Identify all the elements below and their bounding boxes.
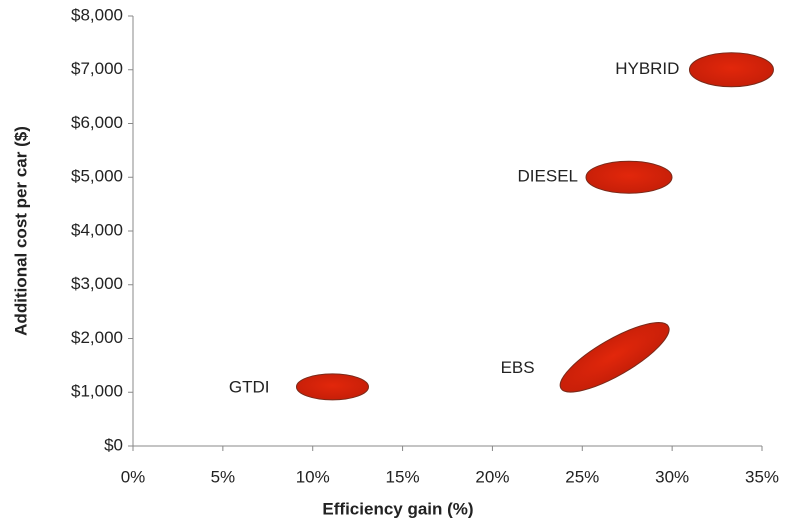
point: [295, 373, 369, 401]
y-tick-label: $3,000: [71, 274, 123, 293]
x-tick-label: 25%: [565, 467, 599, 486]
point: [559, 322, 670, 393]
point-label: GTDI: [229, 377, 270, 396]
point-label: DIESEL: [518, 167, 578, 186]
y-axis-title: Additional cost per car ($): [11, 126, 30, 336]
x-tick-label: 20%: [475, 467, 509, 486]
x-tick-label: 35%: [745, 467, 779, 486]
point: [688, 52, 774, 88]
y-tick-label: $7,000: [71, 59, 123, 78]
y-tick-label: $0: [104, 435, 123, 454]
x-tick-label: 5%: [211, 467, 236, 486]
y-tick-label: $1,000: [71, 382, 123, 401]
x-tick-label: 15%: [386, 467, 420, 486]
x-axis-title: Efficiency gain (%): [322, 499, 473, 518]
point-label: EBS: [501, 358, 535, 377]
y-tick-label: $4,000: [71, 220, 123, 239]
point: [585, 160, 673, 194]
y-tick-label: $5,000: [71, 167, 123, 186]
y-tick-label: $6,000: [71, 113, 123, 132]
point-label: HYBRID: [615, 59, 679, 78]
x-tick-label: 0%: [121, 467, 146, 486]
x-tick-label: 30%: [655, 467, 689, 486]
y-tick-label: $8,000: [71, 5, 123, 24]
y-tick-label: $2,000: [71, 328, 123, 347]
x-tick-label: 10%: [296, 467, 330, 486]
